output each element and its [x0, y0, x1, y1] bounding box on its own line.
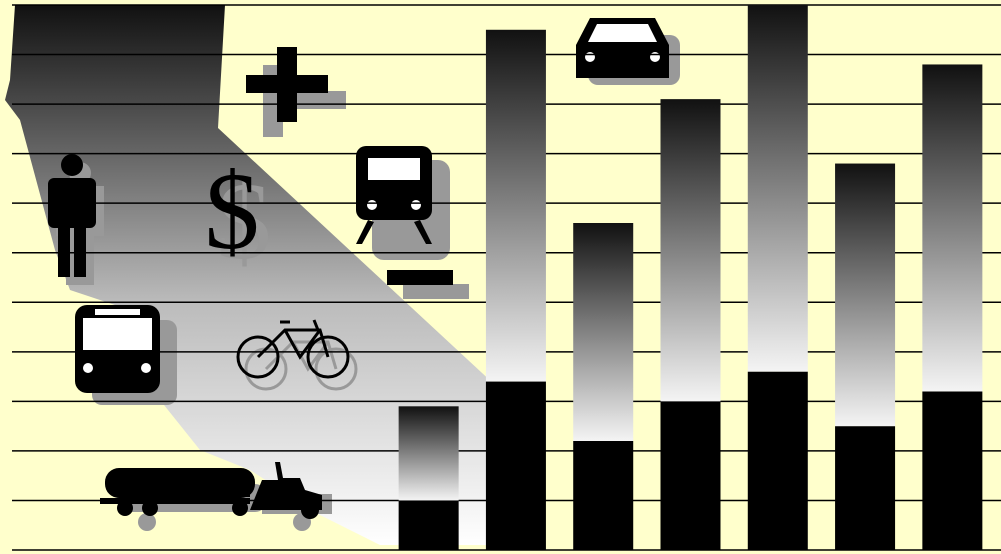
- bar-segment: [747, 5, 808, 372]
- dollar-sign: $: [205, 150, 260, 272]
- car-icon: [576, 18, 680, 85]
- state-shape: [5, 5, 495, 545]
- minus-icon: [387, 270, 469, 299]
- bar-segment: [660, 401, 721, 550]
- bar-segment: [660, 99, 721, 402]
- bar-segment: [573, 441, 634, 550]
- bus-icon: [75, 305, 177, 405]
- bar-segment: [747, 371, 808, 550]
- bar-segment: [922, 64, 983, 392]
- bicycle-icon: [236, 319, 358, 391]
- bar-segment: [398, 406, 459, 501]
- bar-segment: [485, 29, 546, 382]
- bar-segment: [398, 500, 459, 550]
- bar-segment: [835, 163, 896, 427]
- dollar-shadow: $: [217, 160, 272, 282]
- train-icon: [356, 146, 450, 260]
- bar-segment: [922, 391, 983, 550]
- bar-segment: [573, 223, 634, 441]
- bars: [398, 5, 983, 550]
- bar-segment: [485, 381, 546, 550]
- bar-segment: [835, 426, 896, 550]
